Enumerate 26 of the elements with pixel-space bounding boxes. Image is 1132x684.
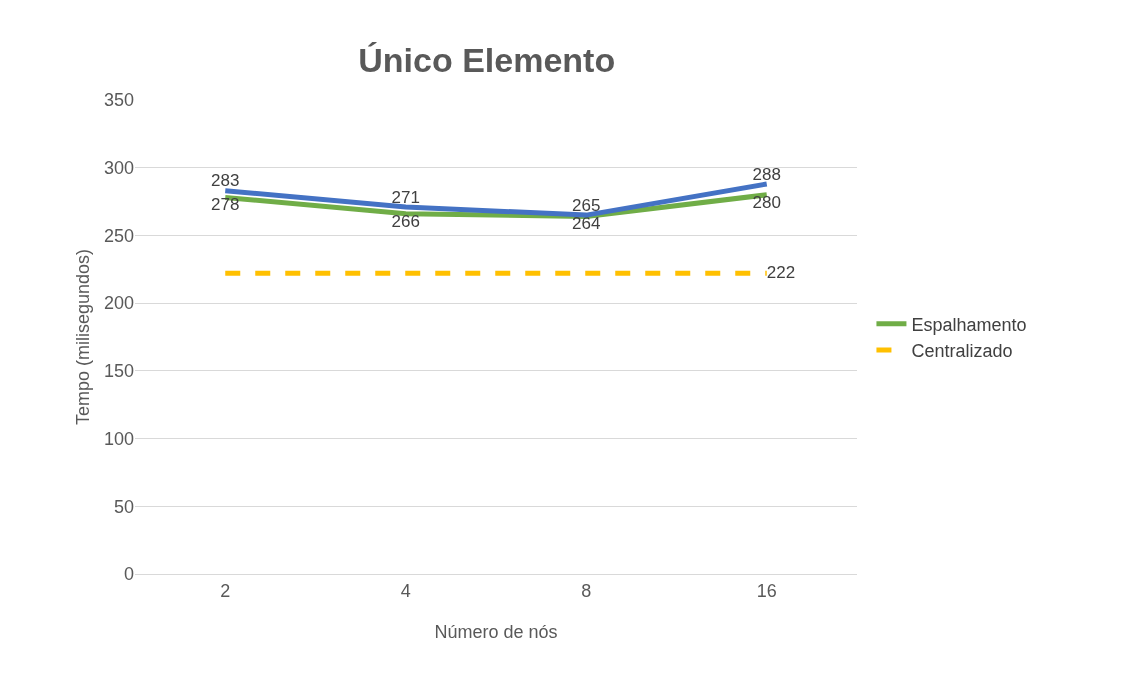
x-tick-label: 8 (581, 580, 592, 601)
chart-title: Único Elemento (358, 40, 616, 79)
x-tick-label: 4 (400, 580, 411, 601)
x-tick-label: 2 (220, 580, 231, 601)
data-label: 280 (752, 192, 781, 212)
y-tick-label: 150 (103, 361, 134, 382)
data-label: 283 (211, 171, 240, 191)
y-axis-title: Tempo (milisegundos) (73, 248, 93, 426)
legend-label: Espalhamento (911, 314, 1027, 335)
data-label: 271 (391, 187, 420, 207)
x-axis-title: Número de nós (434, 622, 558, 642)
y-tick-label: 0 (123, 564, 134, 585)
y-tick-label: 250 (103, 225, 134, 246)
y-tick-label: 350 (103, 90, 134, 111)
data-label: 222 (766, 262, 796, 282)
y-tick-label: 50 (113, 496, 134, 517)
data-label: 265 (572, 195, 601, 215)
data-label: 266 (391, 211, 420, 231)
data-label: 288 (752, 164, 781, 184)
data-label: 264 (572, 214, 601, 234)
y-tick-label: 300 (103, 158, 134, 179)
data-label: 278 (211, 195, 240, 215)
x-tick-label: 16 (756, 580, 777, 601)
legend-label: Centralizado (911, 341, 1013, 362)
y-tick-label: 100 (103, 428, 134, 449)
y-tick-label: 200 (103, 293, 134, 314)
